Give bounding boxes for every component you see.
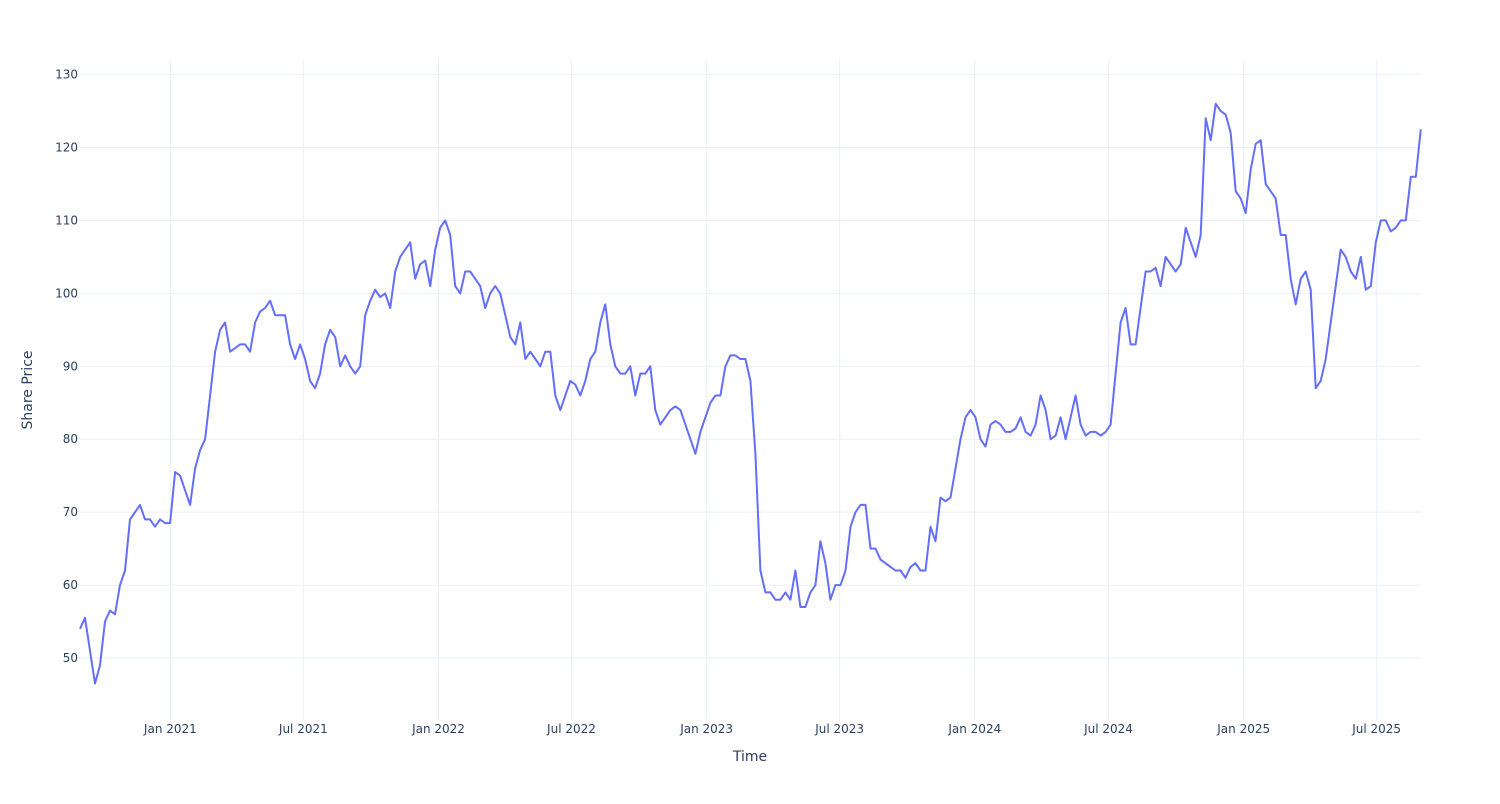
price-line [79,102,1422,685]
grid-lines [80,60,1420,720]
x-tick-label: Jul 2025 [1351,722,1401,736]
x-tick-label: Jul 2022 [546,722,596,736]
x-tick-label: Jan 2023 [679,722,733,736]
x-tick-label: Jul 2024 [1083,722,1133,736]
x-tick-label: Jan 2022 [411,722,465,736]
x-axis-ticks: Jan 2021 Jul 2021 Jan 2022 Jul 2022 Jan 2023… [143,722,1401,736]
x-tick-label: Jan 2025 [1216,722,1270,736]
y-tick-label: 110 [55,213,78,227]
x-tick-label: Jul 2021 [278,722,328,736]
y-axis-title: Share Price [20,350,36,429]
y-tick-label: 50 [63,651,78,665]
y-tick-label: 120 [55,141,78,155]
y-tick-label: 130 [55,68,78,82]
y-tick-label: 100 [55,286,78,300]
y-tick-label: 60 [63,578,78,592]
y-tick-label: 90 [63,359,78,373]
y-axis-ticks: 50 60 70 80 90 100 110 120 130 [55,68,78,665]
x-tick-label: Jul 2023 [814,722,864,736]
x-axis-title: Time [732,749,767,765]
x-tick-label: Jan 2024 [947,722,1001,736]
y-tick-label: 70 [63,505,78,519]
x-tick-label: Jan 2021 [143,722,197,736]
y-tick-label: 80 [63,432,78,446]
